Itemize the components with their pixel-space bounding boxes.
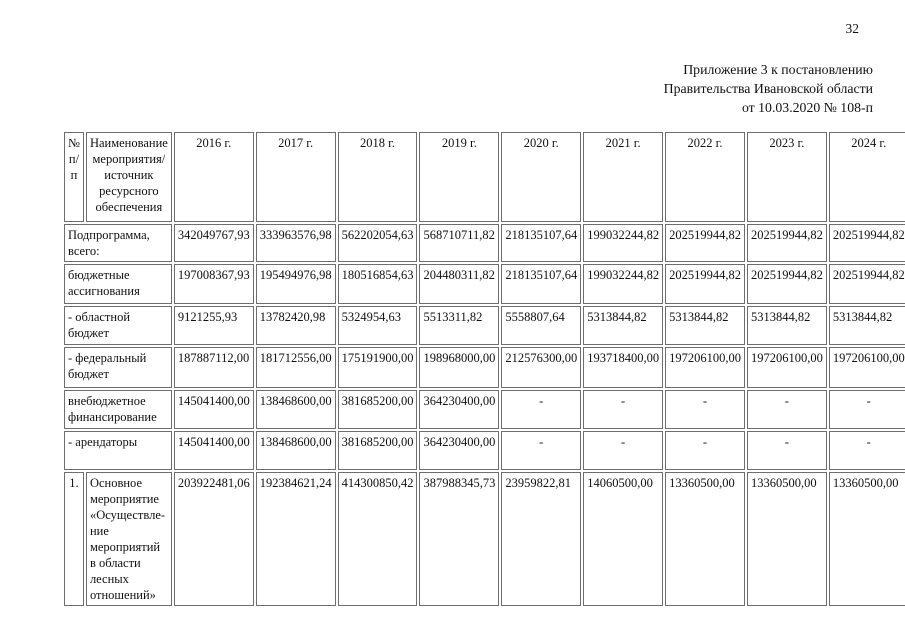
cell-2016: 187887112,00 <box>173 347 254 388</box>
row-label: бюджетные ассигнования <box>64 264 172 304</box>
cell-2022: - <box>665 390 745 429</box>
cell-2018: 562202054,63 <box>337 224 418 262</box>
table-row-federal-budget: - федеральный бюджет 187887112,00 181712… <box>64 347 905 388</box>
cell-2022: 197206100,00 <box>665 347 745 388</box>
cell-2021: 199032244,82 <box>583 264 664 304</box>
cell-2016: 145041400,00 <box>173 390 254 429</box>
document-header: Приложение 3 к постановлению Правительст… <box>664 60 873 117</box>
cell-2023: 202519944,82 <box>746 264 827 304</box>
col-header-name: Наименование мероприятия/ источник ресур… <box>85 132 172 222</box>
cell-2020: - <box>501 431 582 470</box>
cell-2024: 197206100,00 <box>828 347 905 388</box>
cell-2019: 364230400,00 <box>419 390 500 429</box>
cell-2019: 204480311,82 <box>419 264 500 304</box>
row-label: Подпрограмма, всего: <box>64 224 172 262</box>
table-row-budget-allocations: бюджетные ассигнования 197008367,93 1954… <box>64 264 905 304</box>
col-header-2022: 2022 г. <box>665 132 745 222</box>
cell-2021: 14060500,00 <box>583 472 664 606</box>
col-header-num: № п/п <box>64 132 84 222</box>
col-header-2024: 2024 г. <box>828 132 905 222</box>
col-header-2023: 2023 г. <box>746 132 827 222</box>
cell-2016: 203922481,06 <box>173 472 254 606</box>
row-number: 1. <box>64 472 84 606</box>
col-header-2021: 2021 г. <box>583 132 664 222</box>
cell-2020: 218135107,64 <box>501 264 582 304</box>
cell-2023: 5313844,82 <box>746 306 827 345</box>
row-label: - областной бюджет <box>64 306 172 345</box>
cell-2023: - <box>746 431 827 470</box>
cell-2023: 197206100,00 <box>746 347 827 388</box>
cell-2019: 198968000,00 <box>419 347 500 388</box>
row-label: - арендаторы <box>64 431 172 470</box>
cell-2021: 193718400,00 <box>583 347 664 388</box>
cell-2019: 387988345,73 <box>419 472 500 606</box>
cell-2020: 5558807,64 <box>501 306 582 345</box>
cell-2017: 138468600,00 <box>255 431 336 470</box>
budget-table: № п/п Наименование мероприятия/ источник… <box>62 130 905 608</box>
table-header-row: № п/п Наименование мероприятия/ источник… <box>64 132 905 222</box>
cell-2017: 138468600,00 <box>255 390 336 429</box>
cell-2021: - <box>583 390 664 429</box>
cell-2017: 195494976,98 <box>255 264 336 304</box>
table-row-main-activity-1: 1. Основное мероприятие «Осуществле-ние … <box>64 472 905 606</box>
cell-2021: 199032244,82 <box>583 224 664 262</box>
cell-2017: 192384621,24 <box>255 472 336 606</box>
cell-2019: 568710711,82 <box>419 224 500 262</box>
cell-2021: 5313844,82 <box>583 306 664 345</box>
header-line-2: Правительства Ивановской области <box>663 81 873 96</box>
cell-2022: - <box>665 431 745 470</box>
row-label: Основное мероприятие «Осуществле-ние мер… <box>85 472 172 606</box>
cell-2020: 212576300,00 <box>501 347 582 388</box>
cell-2019: 364230400,00 <box>419 431 500 470</box>
cell-2020: 23959822,81 <box>501 472 582 606</box>
cell-2024: 202519944,82 <box>828 264 905 304</box>
table-row-lessees: - арендаторы 145041400,00 138468600,00 3… <box>64 431 905 470</box>
cell-2024: - <box>828 390 905 429</box>
table-row-subprogram-total: Подпрограмма, всего: 342049767,93 333963… <box>64 224 905 262</box>
col-header-2020: 2020 г. <box>501 132 582 222</box>
cell-2016: 9121255,93 <box>173 306 254 345</box>
page-number: 32 <box>845 21 860 36</box>
cell-2020: - <box>501 390 582 429</box>
cell-2022: 13360500,00 <box>665 472 745 606</box>
cell-2016: 342049767,93 <box>173 224 254 262</box>
row-label: - федеральный бюджет <box>64 347 172 388</box>
cell-2016: 145041400,00 <box>173 431 254 470</box>
cell-2024: - <box>828 431 905 470</box>
header-line-1: Приложение 3 к постановлению <box>683 62 873 77</box>
cell-2023: 13360500,00 <box>746 472 827 606</box>
cell-2018: 381685200,00 <box>337 431 418 470</box>
cell-2023: 202519944,82 <box>746 224 827 262</box>
table-row-extrabudgetary-financing: внебюджетное финансирование 145041400,00… <box>64 390 905 429</box>
cell-2022: 202519944,82 <box>665 224 745 262</box>
cell-2019: 5513311,82 <box>419 306 500 345</box>
cell-2017: 13782420,98 <box>255 306 336 345</box>
header-line-3: от 10.03.2020 № 108-п <box>741 100 873 115</box>
cell-2022: 5313844,82 <box>665 306 745 345</box>
col-header-2018: 2018 г. <box>337 132 418 222</box>
col-header-2019: 2019 г. <box>419 132 500 222</box>
table-row-regional-budget: - областной бюджет 9121255,93 13782420,9… <box>64 306 905 345</box>
cell-2023: - <box>746 390 827 429</box>
cell-2017: 181712556,00 <box>255 347 336 388</box>
cell-2016: 197008367,93 <box>173 264 254 304</box>
row-label: внебюджетное финансирование <box>64 390 172 429</box>
col-header-2017: 2017 г. <box>255 132 336 222</box>
cell-2024: 5313844,82 <box>828 306 905 345</box>
cell-2018: 381685200,00 <box>337 390 418 429</box>
cell-2020: 218135107,64 <box>501 224 582 262</box>
cell-2024: 202519944,82 <box>828 224 905 262</box>
cell-2018: 5324954,63 <box>337 306 418 345</box>
cell-2022: 202519944,82 <box>665 264 745 304</box>
cell-2017: 333963576,98 <box>255 224 336 262</box>
col-header-2016: 2016 г. <box>173 132 254 222</box>
cell-2018: 414300850,42 <box>337 472 418 606</box>
cell-2018: 175191900,00 <box>337 347 418 388</box>
cell-2021: - <box>583 431 664 470</box>
cell-2018: 180516854,63 <box>337 264 418 304</box>
cell-2024: 13360500,00 <box>828 472 905 606</box>
